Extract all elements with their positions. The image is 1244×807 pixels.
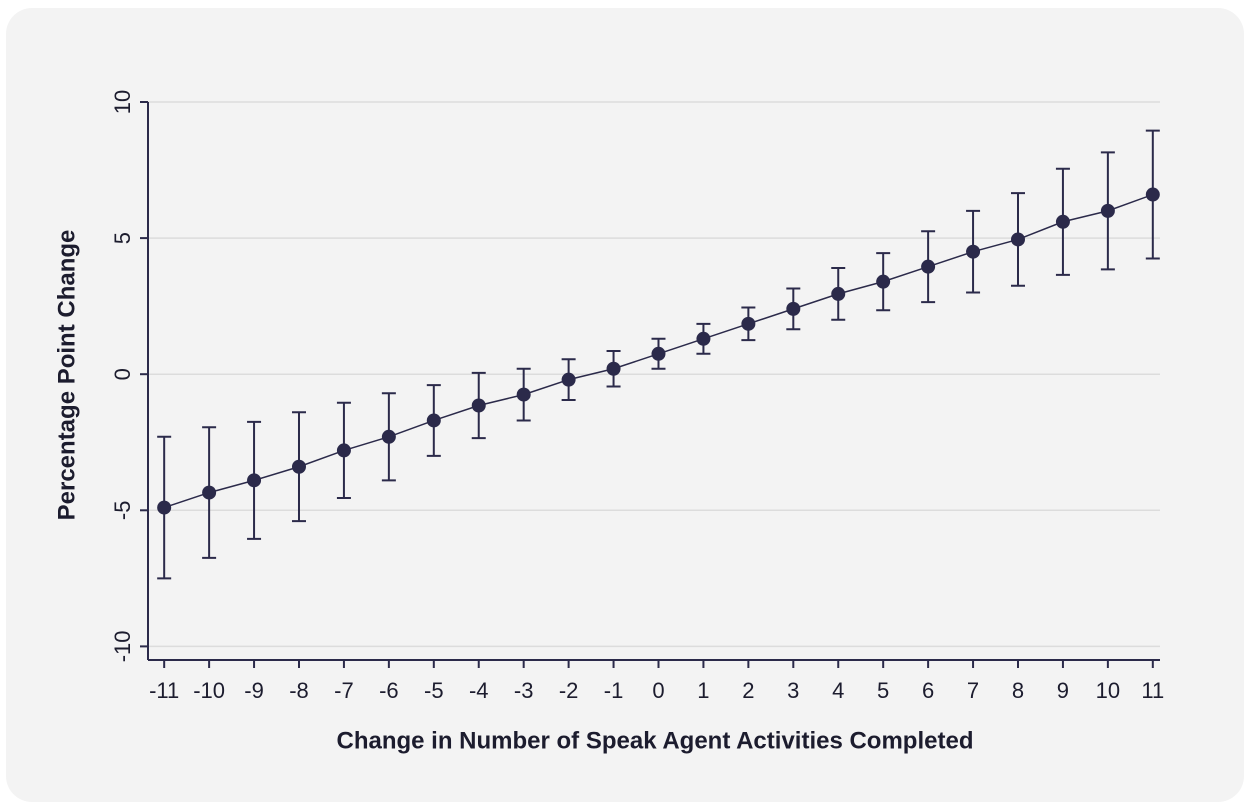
chart-panel [6,8,1244,802]
point [1010,232,1025,247]
x-tick-label: 9 [1057,678,1069,703]
point [1055,214,1070,229]
x-tick-label: 6 [922,678,934,703]
y-axis-title: Percentage Point Change [53,230,80,521]
point [696,331,711,346]
point [651,346,666,361]
point [1100,203,1115,218]
point [921,259,936,274]
x-tick-label: -3 [514,678,534,703]
point [381,429,396,444]
y-tick-label: 0 [110,368,135,380]
point [876,274,891,289]
point [157,500,172,515]
x-tick-label: -11 [149,678,179,703]
point [471,398,486,413]
x-tick-label: -8 [289,678,309,703]
point [247,473,262,488]
x-tick-label: 10 [1096,678,1120,703]
point [336,443,351,458]
x-tick-label: -5 [424,678,444,703]
x-tick-label: -2 [559,678,579,703]
x-tick-label: -1 [604,678,624,703]
point [831,286,846,301]
x-tick-label: 1 [697,678,709,703]
x-tick-label: -7 [334,678,354,703]
x-tick-label: 7 [967,678,979,703]
y-tick-label: -5 [110,501,135,521]
x-tick-label: 0 [652,678,664,703]
x-tick-label: 11 [1141,678,1164,703]
y-tick-label: 5 [110,232,135,244]
point [966,244,981,259]
x-tick-label: -10 [193,678,225,703]
x-axis-title: Change in Number of Speak Agent Activiti… [337,727,974,754]
point [1145,187,1160,202]
x-tick-label: 3 [787,678,799,703]
point [291,459,306,474]
x-tick-label: -6 [379,678,399,703]
point [606,361,621,376]
point [202,485,217,500]
point [516,387,531,402]
x-tick-label: -9 [244,678,264,703]
y-tick-label: -10 [110,630,135,662]
x-tick-label: 5 [877,678,889,703]
point [786,301,801,316]
point [561,372,576,387]
x-tick-label: 2 [742,678,754,703]
x-tick-label: 4 [832,678,844,703]
x-tick-label: 8 [1012,678,1024,703]
y-tick-label: 10 [110,90,135,114]
point [741,316,756,331]
x-tick-label: -4 [469,678,489,703]
point [426,413,441,428]
